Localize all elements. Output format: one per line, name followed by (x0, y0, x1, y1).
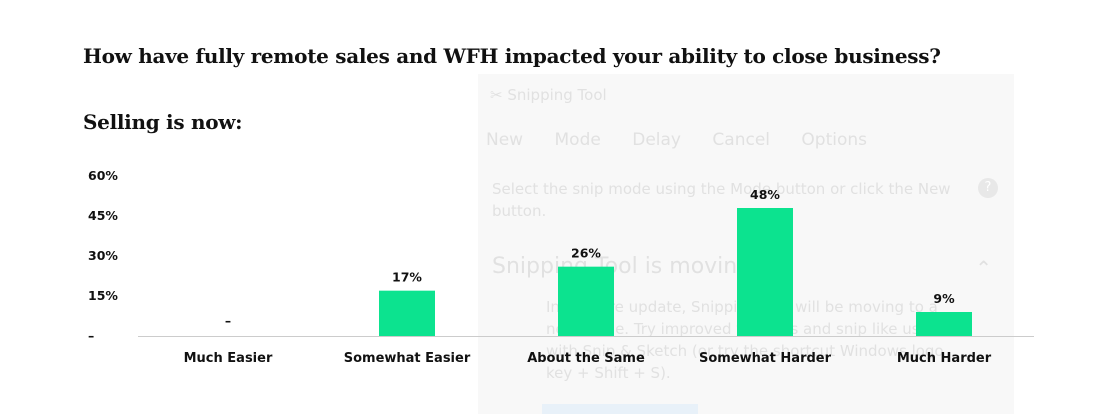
cancel-button[interactable]: Cancel (712, 130, 770, 150)
new-button[interactable]: New (486, 130, 524, 150)
help-icon[interactable]: ? (978, 178, 998, 198)
x-tick-label: Much Harder (897, 351, 992, 366)
survey-question: How have fully remote sales and WFH impa… (83, 44, 941, 68)
x-tick-label: Much Easier (184, 351, 273, 366)
delay-button[interactable]: Delay (632, 130, 681, 150)
data-label: 26% (571, 246, 601, 261)
x-tick-label: Somewhat Harder (699, 351, 832, 366)
data-label: – (225, 313, 231, 328)
snipping-tool-ghost-window: ✂ Snipping Tool New Mode Delay Cancel Op… (478, 74, 1014, 414)
x-tick-label: Somewhat Easier (344, 351, 471, 366)
x-axis: Much Easier Somewhat Easier About the Same… (184, 351, 992, 366)
y-tick-label: 15% (88, 288, 118, 303)
chevron-up-icon[interactable]: ⌃ (975, 256, 992, 280)
snipping-tool-title-text: Snipping Tool (507, 86, 607, 104)
data-labels: – 17% 26% 48% 9% (225, 187, 955, 328)
bars (379, 208, 972, 336)
bar (558, 266, 614, 336)
bar (737, 208, 793, 336)
y-tick-label: 60% (88, 168, 118, 183)
y-tick-label: – (88, 328, 94, 343)
data-label: 9% (933, 291, 955, 306)
mode-button[interactable]: Mode (554, 130, 601, 150)
snipping-tool-title: ✂ Snipping Tool (490, 86, 607, 104)
y-axis: 60% 45% 30% 15% – (88, 168, 118, 343)
try-snip-sketch-button[interactable] (542, 404, 698, 414)
y-tick-label: 45% (88, 208, 118, 223)
y-tick-label: 30% (88, 248, 118, 263)
snipping-tool-toolbar: New Mode Delay Cancel Options (486, 130, 893, 150)
scissors-icon: ✂ (490, 86, 503, 104)
x-tick-label: About the Same (527, 351, 645, 366)
snip-mode-hint: Select the snip mode using the Mode butt… (492, 180, 951, 220)
bar (916, 312, 972, 336)
chart-subtitle: Selling is now: (83, 110, 243, 134)
moving-notice-title: Snipping Tool is moving... (492, 254, 773, 279)
data-label: 48% (750, 187, 780, 202)
bar (379, 290, 435, 336)
data-label: 17% (392, 270, 422, 285)
options-button[interactable]: Options (801, 130, 867, 150)
